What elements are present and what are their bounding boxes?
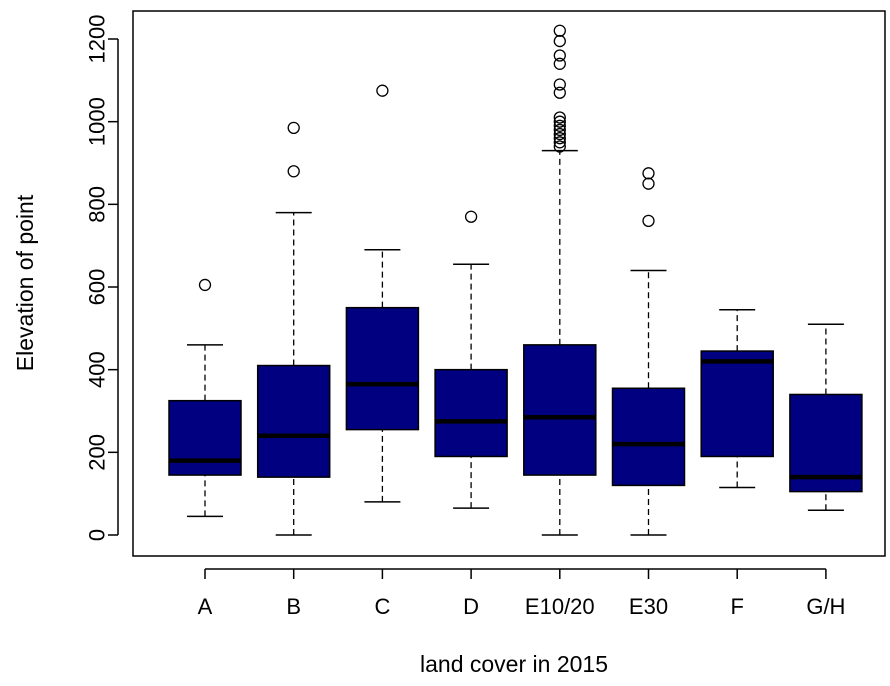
outlier-point xyxy=(553,24,566,37)
plot-frame xyxy=(132,10,886,557)
box-iqr xyxy=(256,364,331,478)
x-tick-label: G/H xyxy=(806,594,845,619)
y-axis-title: Elevation of point xyxy=(12,194,38,371)
box-a xyxy=(168,278,242,518)
box-iqr xyxy=(611,387,686,487)
x-tick-label: D xyxy=(463,594,479,619)
box-iqr xyxy=(523,344,597,476)
y-tick-label: 400 xyxy=(85,351,110,388)
box-b xyxy=(256,121,331,536)
y-tick-label: 200 xyxy=(85,434,110,471)
x-axis-title: land cover in 2015 xyxy=(420,651,608,677)
box-iqr xyxy=(434,368,508,458)
x-tick-label: B xyxy=(286,594,301,619)
boxes-group xyxy=(168,24,863,536)
outlier-point xyxy=(553,123,566,137)
outlier-point xyxy=(553,78,566,91)
y-tick-label: 1200 xyxy=(85,15,110,64)
outlier-point xyxy=(553,119,566,132)
box-e30 xyxy=(611,167,686,536)
box-iqr xyxy=(168,399,242,476)
outlier-point xyxy=(553,140,566,153)
box-f xyxy=(700,308,774,489)
outlier-point xyxy=(553,111,566,124)
x-tick-label: F xyxy=(730,594,743,619)
outlier-point xyxy=(376,84,389,97)
x-axis: A B C D E10/20 E30 F G/H xyxy=(198,568,845,619)
box-iqr xyxy=(345,306,420,431)
outlier-point xyxy=(464,210,478,223)
box-e10-20 xyxy=(523,24,597,536)
x-tick-label: A xyxy=(198,594,213,619)
outlier-point xyxy=(642,177,655,190)
box-d xyxy=(434,210,508,509)
outlier-point xyxy=(553,136,566,149)
y-tick-label: 0 xyxy=(85,529,110,541)
x-tick-label: E30 xyxy=(629,594,668,619)
outlier-point xyxy=(553,57,566,70)
x-tick-label: E10/20 xyxy=(525,594,595,619)
outlier-point xyxy=(553,49,566,62)
outlier-point xyxy=(553,127,566,141)
y-axis: 0 200 400 600 800 1000 1200 xyxy=(85,15,119,541)
outlier-point xyxy=(198,278,212,292)
outlier-point xyxy=(553,34,566,48)
outlier-point xyxy=(642,214,655,228)
y-tick-label: 800 xyxy=(85,186,110,223)
y-tick-label: 600 xyxy=(85,269,110,306)
box-g-h xyxy=(789,323,863,511)
outlier-point xyxy=(553,115,566,128)
x-tick-label: C xyxy=(374,594,390,619)
y-tick-label: 1000 xyxy=(85,97,110,146)
box-c xyxy=(345,84,420,503)
box-iqr xyxy=(700,350,774,458)
outlier-point xyxy=(642,167,655,180)
outlier-point xyxy=(553,132,566,145)
outlier-point xyxy=(553,86,566,99)
outlier-point xyxy=(287,165,300,178)
outlier-point xyxy=(287,121,300,135)
